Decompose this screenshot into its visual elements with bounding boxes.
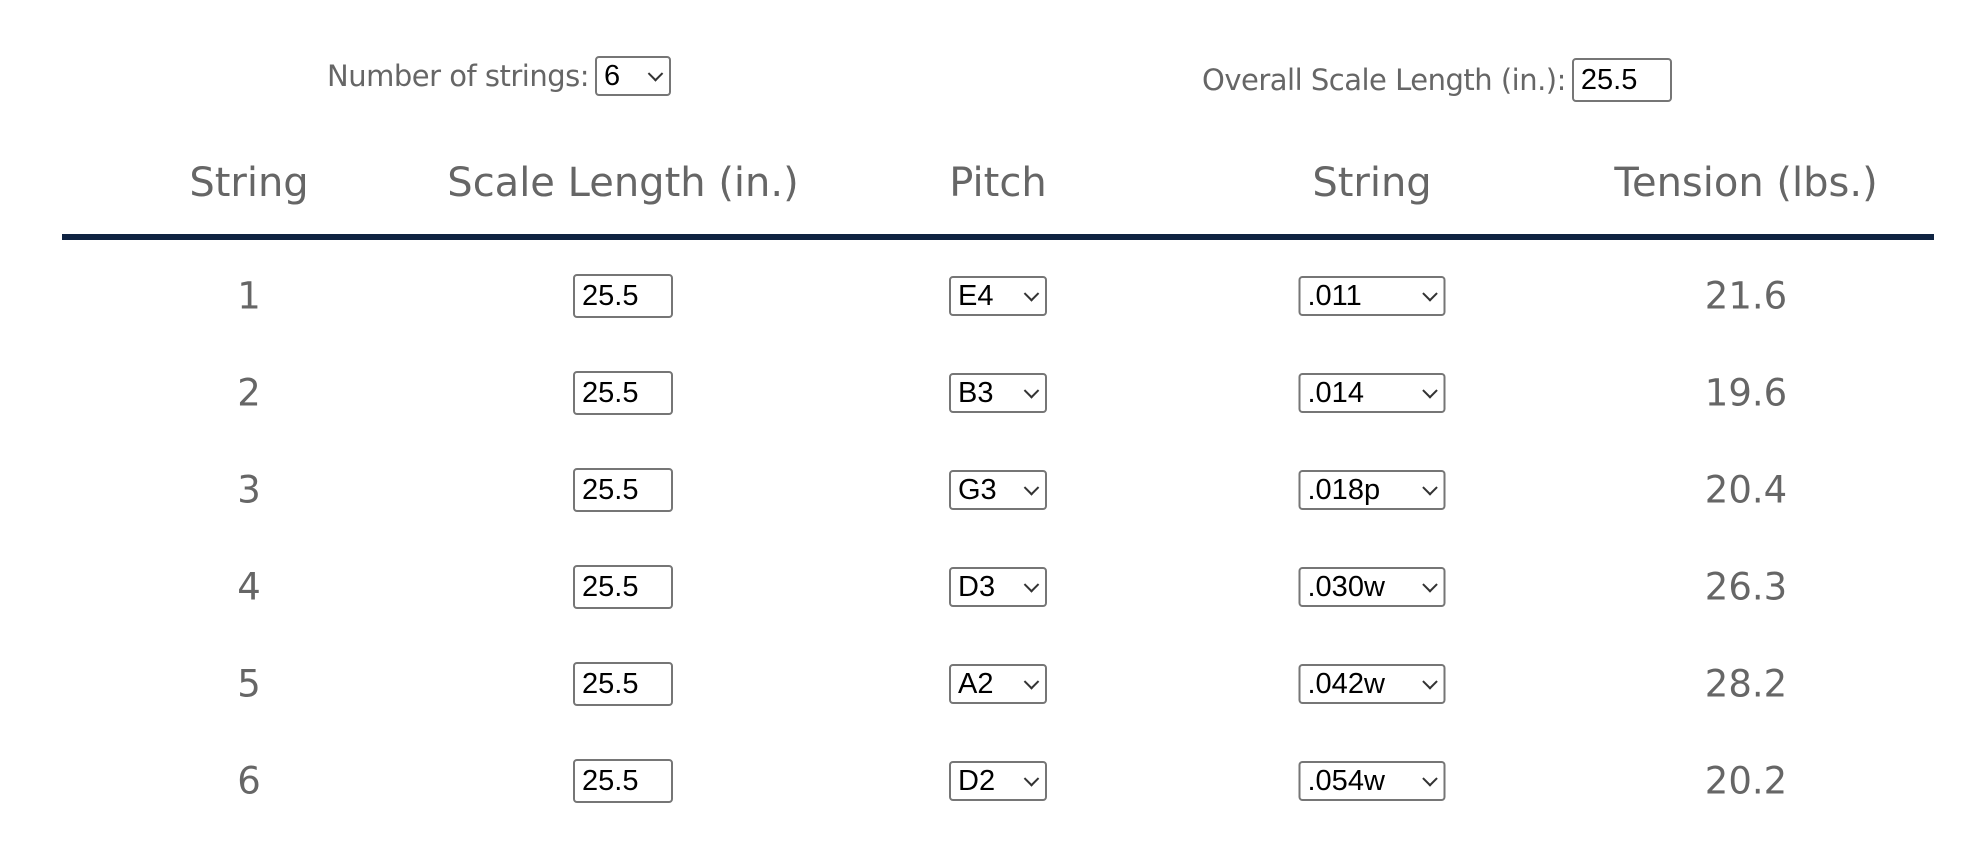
overall-scale-label: Overall Scale Length (in.): <box>1202 63 1566 97</box>
gauge-select[interactable]: .011 <box>1298 276 1446 316</box>
tension-value: 20.4 <box>1704 468 1788 512</box>
header-gauge: String <box>1312 160 1432 206</box>
scale-length-cell: 25.5 <box>573 274 673 318</box>
pitch-cell: D3 <box>949 567 1047 607</box>
string-number: 6 <box>237 759 261 803</box>
gauge-cell: .030w <box>1298 567 1446 607</box>
string-number: 3 <box>237 468 261 512</box>
header-tension: Tension (lbs.) <box>1614 160 1878 206</box>
chevron-down-icon <box>1422 771 1438 787</box>
chevron-down-icon <box>1023 383 1040 399</box>
pitch-select[interactable]: G3 <box>949 470 1047 510</box>
scale-length-cell: 25.5 <box>573 371 673 415</box>
chevron-down-icon <box>1023 286 1040 302</box>
header-divider <box>62 234 1934 240</box>
chevron-down-icon <box>1023 577 1040 593</box>
pitch-cell: E4 <box>949 276 1047 316</box>
num-strings-label: Number of strings: <box>327 59 590 93</box>
tension-value: 19.6 <box>1704 371 1788 415</box>
string-number: 2 <box>237 371 261 415</box>
tension-value: 20.2 <box>1704 759 1788 803</box>
gauge-cell: .018p <box>1298 470 1446 510</box>
gauge-select[interactable]: .042w <box>1298 664 1446 704</box>
gauge-select[interactable]: .030w <box>1298 567 1446 607</box>
gauge-select[interactable]: .014 <box>1298 373 1446 413</box>
scale-length-cell: 25.5 <box>573 468 673 512</box>
overall-scale-input[interactable]: 25.5 <box>1571 58 1672 102</box>
header-string: String <box>189 160 309 206</box>
gauge-cell: .042w <box>1298 664 1446 704</box>
scale-length-input[interactable]: 25.5 <box>573 468 673 512</box>
string-number: 5 <box>237 662 261 706</box>
scale-length-cell: 25.5 <box>573 662 673 706</box>
scale-length-input[interactable]: 25.5 <box>573 759 673 803</box>
gauge-select[interactable]: .054w <box>1298 761 1446 801</box>
chevron-down-icon <box>1422 480 1438 496</box>
pitch-select[interactable]: B3 <box>949 373 1047 413</box>
chevron-down-icon <box>1422 674 1438 690</box>
scale-length-cell: 25.5 <box>573 759 673 803</box>
scale-length-input[interactable]: 25.5 <box>573 565 673 609</box>
header-pitch: Pitch <box>949 160 1047 206</box>
gauge-cell: .054w <box>1298 761 1446 801</box>
pitch-cell: B3 <box>949 373 1047 413</box>
chevron-down-icon <box>1023 674 1040 690</box>
header-scale-length: Scale Length (in.) <box>447 160 799 206</box>
chevron-down-icon <box>1023 480 1040 496</box>
chevron-down-icon <box>1422 383 1438 399</box>
pitch-cell: A2 <box>949 664 1047 704</box>
pitch-cell: G3 <box>949 470 1047 510</box>
tension-value: 26.3 <box>1704 565 1788 609</box>
tension-value: 21.6 <box>1704 274 1788 318</box>
string-number: 4 <box>237 565 261 609</box>
chevron-down-icon <box>647 66 664 82</box>
pitch-select[interactable]: D2 <box>949 761 1047 801</box>
chevron-down-icon <box>1422 286 1438 302</box>
chevron-down-icon <box>1023 771 1040 787</box>
scale-length-input[interactable]: 25.5 <box>573 371 673 415</box>
pitch-select[interactable]: A2 <box>949 664 1047 704</box>
overall-scale-control: Overall Scale Length (in.): 25.5 <box>1202 58 1672 102</box>
pitch-select[interactable]: D3 <box>949 567 1047 607</box>
gauge-select[interactable]: .018p <box>1298 470 1446 510</box>
string-number: 1 <box>237 274 261 318</box>
scale-length-input[interactable]: 25.5 <box>573 274 673 318</box>
num-strings-select[interactable]: 6 <box>595 56 672 96</box>
pitch-cell: D2 <box>949 761 1047 801</box>
tension-value: 28.2 <box>1704 662 1788 706</box>
gauge-cell: .014 <box>1298 373 1446 413</box>
scale-length-input[interactable]: 25.5 <box>573 662 673 706</box>
gauge-cell: .011 <box>1298 276 1446 316</box>
scale-length-cell: 25.5 <box>573 565 673 609</box>
num-strings-control: Number of strings: 6 <box>327 56 672 96</box>
chevron-down-icon <box>1422 577 1438 593</box>
pitch-select[interactable]: E4 <box>949 276 1047 316</box>
